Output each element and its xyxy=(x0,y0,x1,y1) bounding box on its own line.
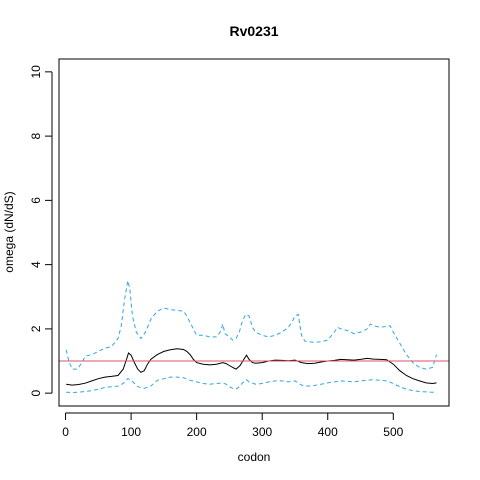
series-line-upper-bound xyxy=(65,280,437,370)
x-tick-label: 300 xyxy=(252,425,272,439)
x-tick-label: 100 xyxy=(121,425,141,439)
x-axis-label: codon xyxy=(238,450,271,464)
y-tick-label: 6 xyxy=(29,197,43,204)
y-tick-label: 0 xyxy=(29,389,43,396)
y-axis: 0 2 4 6 8 10 xyxy=(29,65,53,396)
x-axis: 0 100 200 300 400 500 xyxy=(62,412,404,439)
x-tick-label: 200 xyxy=(187,425,207,439)
y-tick-label: 8 xyxy=(29,132,43,139)
x-tick-label: 0 xyxy=(62,425,69,439)
y-axis-label: omega (dN/dS) xyxy=(2,191,16,272)
chart-title: Rv0231 xyxy=(229,23,278,39)
x-tick-label: 400 xyxy=(318,425,338,439)
plot-frame xyxy=(58,58,450,407)
x-tick-label: 500 xyxy=(383,425,403,439)
series-line-lower-bound xyxy=(66,376,437,394)
y-tick-label: 2 xyxy=(29,325,43,332)
y-tick-label: 10 xyxy=(29,65,43,79)
data-layer xyxy=(59,280,449,394)
y-tick-label: 4 xyxy=(29,261,43,268)
series-line-estimate xyxy=(66,348,437,386)
